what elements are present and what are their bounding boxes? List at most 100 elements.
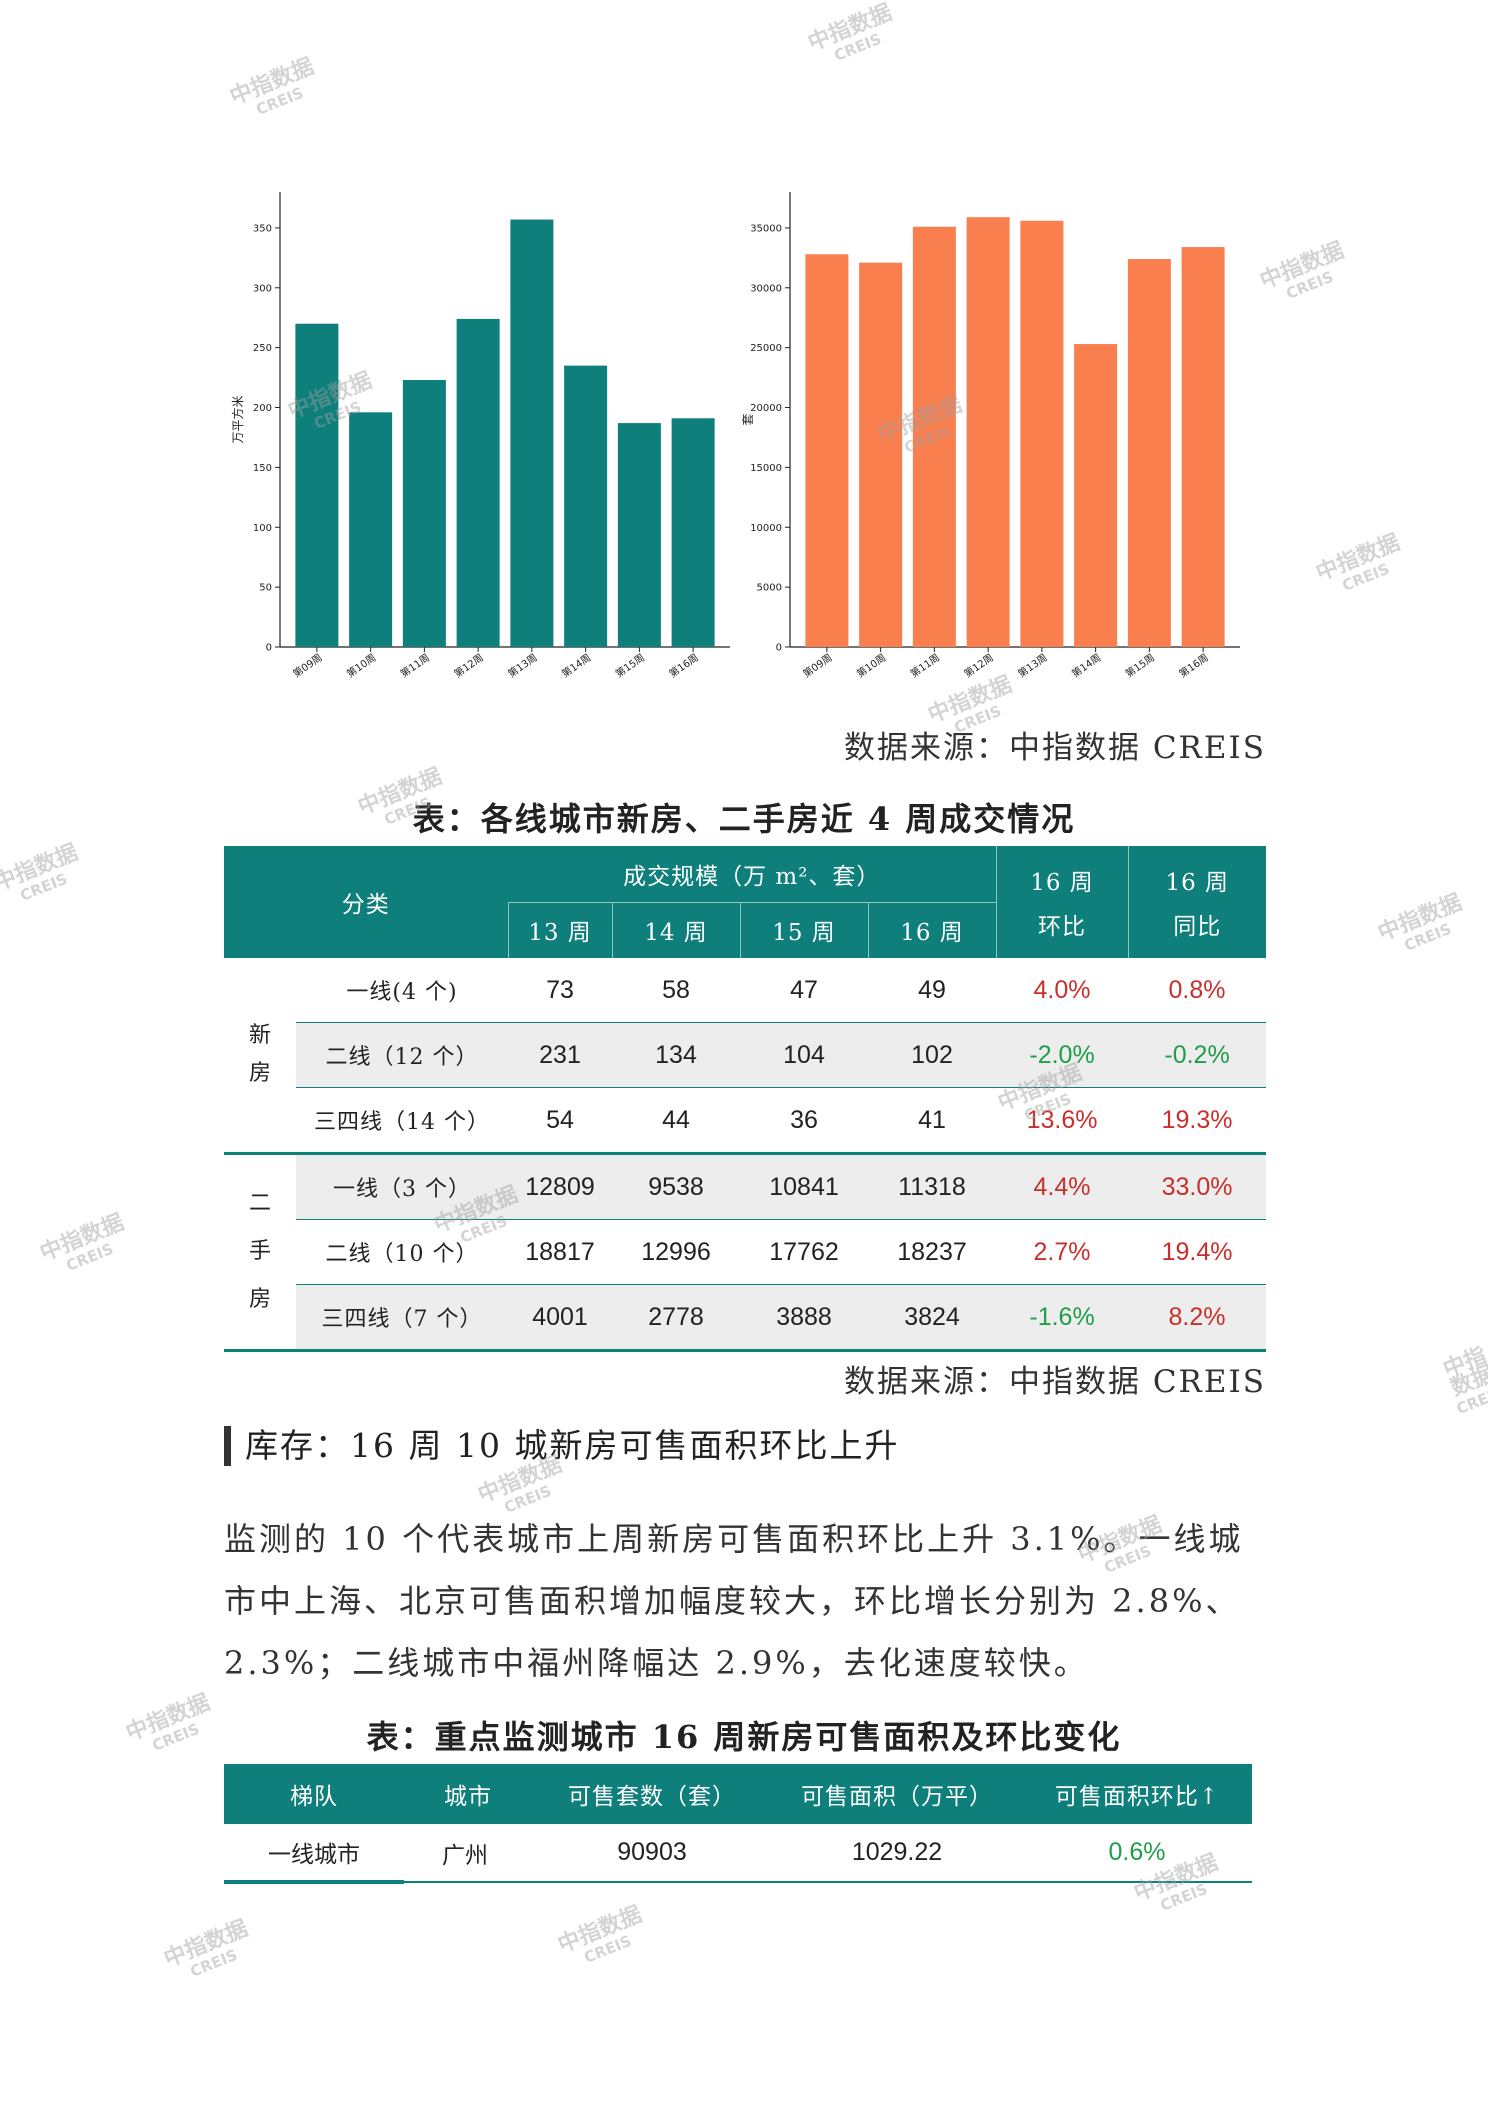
x-tick-label: 第13周 [1015, 651, 1049, 680]
group-label-new: 新 房 [224, 958, 296, 1155]
bar [1127, 259, 1171, 647]
header-tb-line1: 16 周 [1165, 870, 1230, 896]
x-tick-label: 第13周 [505, 651, 539, 680]
x-tick-label: 第14周 [1069, 651, 1103, 680]
header-hb-line2: 环比 [1038, 914, 1087, 940]
x-tick-label: 第16周 [1177, 651, 1211, 680]
t2-header-city: 城市 [404, 1764, 532, 1824]
bar [564, 365, 608, 647]
cell-hb: 4.0% [996, 958, 1129, 1023]
cell-tb: 19.3% [1128, 1087, 1267, 1155]
y-tick-label: 25000 [750, 343, 782, 354]
x-tick-label: 第11周 [908, 651, 942, 680]
cell-w14: 2778 [612, 1284, 740, 1352]
cell-w15: 3888 [740, 1284, 868, 1352]
cell-w13: 73 [508, 958, 612, 1023]
x-tick-label: 第11周 [398, 651, 432, 680]
y-tick-label: 15000 [750, 463, 782, 474]
y-axis-label: 万平方米 [230, 395, 245, 443]
y-tick-label: 300 [253, 283, 272, 294]
table-row: 三四线（7 个） 4001 2778 3888 3824 -1.6% 8.2% [224, 1284, 1267, 1352]
table1-caption: 表：各线城市新房、二手房近 4 周成交情况 [412, 800, 1076, 838]
watermark: 中指数据 CREIS [554, 1902, 646, 1967]
x-tick-label: 第15周 [613, 651, 647, 680]
watermark: 中指数据 CREIS [1256, 238, 1348, 303]
y-tick-label: 50 [259, 583, 272, 594]
x-tick-label: 第10周 [344, 651, 378, 680]
cell-w14: 12996 [612, 1219, 740, 1285]
header-hb: 16 周 环比 [995, 846, 1129, 958]
table-row: 新 房 一线(4 个) 73 58 47 49 4.0% 0.8% [224, 958, 1267, 1155]
row-category: 一线（3 个） [296, 1153, 508, 1220]
x-tick-label: 第12周 [452, 651, 486, 680]
cell-tb: 8.2% [1128, 1284, 1267, 1352]
cell-hb: 0.6% [1022, 1824, 1252, 1883]
t2-header-units: 可售套数（套） [532, 1764, 772, 1824]
header-scale: 成交规模（万 m²、套） [508, 846, 997, 903]
table2-caption: 表：重点监测城市 16 周新房可售面积及环比变化 [366, 1718, 1122, 1756]
y-tick-label: 35000 [750, 223, 782, 234]
table1: 分类 成交规模（万 m²、套） 16 周 环比 16 周 同比 13 周 14 … [224, 846, 1267, 1352]
bar [1181, 247, 1225, 647]
bar [349, 412, 393, 647]
y-tick-label: 30000 [750, 283, 782, 294]
row-category: 二线（12 个） [296, 1022, 508, 1088]
header-week-15: 15 周 [739, 902, 868, 958]
y-tick-label: 5000 [757, 583, 782, 594]
t2-header-tier: 梯队 [224, 1764, 404, 1824]
group-label-second-hand: 二 手 房 [224, 1153, 296, 1352]
cell-tb: 0.8% [1128, 958, 1267, 1023]
cell-w13: 231 [508, 1022, 612, 1088]
x-tick-label: 第14周 [559, 651, 593, 680]
table2: 梯队 城市 可售套数（套） 可售面积（万平） 可售面积环比↑ 一线城市 广州 9… [224, 1764, 1252, 1884]
watermark: 中指数据 CREIS [1374, 890, 1466, 955]
bar [859, 262, 903, 647]
cell-tb: -0.2% [1128, 1022, 1267, 1088]
y-axis-label: 套 [741, 413, 755, 425]
bar [671, 418, 715, 647]
bar [1074, 344, 1118, 647]
cell-w15: 104 [740, 1022, 868, 1088]
table-row: 一线城市 广州 90903 1029.22 0.6% [224, 1824, 1252, 1884]
row-category: 一线(4 个) [296, 958, 508, 1023]
table-row: 二 手 房 一线（3 个） 12809 9538 10841 11318 4.4… [224, 1153, 1267, 1352]
bar [295, 323, 339, 647]
watermark: 中指数据 CREIS [1439, 1343, 1488, 1419]
cell-hb: -2.0% [996, 1022, 1129, 1088]
header-tb: 16 周 同比 [1127, 846, 1267, 958]
header-category: 分类 [224, 846, 508, 958]
cell-hb: 4.4% [996, 1153, 1129, 1220]
bar [912, 226, 956, 647]
x-tick-label: 第15周 [1123, 651, 1157, 680]
cell-area: 1029.22 [772, 1824, 1022, 1883]
bar [805, 254, 849, 647]
y-tick-label: 100 [253, 523, 272, 534]
row-category: 三四线（14 个） [296, 1087, 508, 1155]
cell-w13: 12809 [508, 1153, 612, 1220]
bar [1020, 220, 1064, 647]
cell-tb: 19.4% [1128, 1219, 1267, 1285]
cell-w16: 41 [868, 1087, 997, 1155]
table-row: 三四线（14 个） 54 44 36 41 13.6% 19.3% [224, 1087, 1267, 1155]
cell-w16: 11318 [868, 1153, 997, 1220]
y-tick-label: 0 [776, 643, 782, 654]
cell-w15: 17762 [740, 1219, 868, 1285]
y-tick-label: 250 [253, 343, 272, 354]
chart-left: 0 50 100 150 200 250 300 350 万平方米 第09周 第10周 第11周 第12… [230, 190, 750, 720]
y-tick-label: 10000 [750, 523, 782, 534]
cell-tb: 33.0% [1128, 1153, 1267, 1220]
cell-w14: 44 [612, 1087, 740, 1155]
header-week-16: 16 周 [867, 902, 997, 958]
y-tick-label: 150 [253, 463, 272, 474]
table-row: 二线（10 个） 18817 12996 17762 18237 2.7% 19… [224, 1219, 1267, 1285]
cell-tier: 一线城市 [224, 1824, 404, 1884]
bar [617, 423, 661, 647]
cell-w14: 58 [612, 958, 740, 1023]
bar [510, 219, 554, 647]
watermark: 中指数据 CREIS [160, 1916, 252, 1981]
y-tick-label: 0 [266, 643, 272, 654]
cell-w14: 134 [612, 1022, 740, 1088]
header-tb-line2: 同比 [1173, 914, 1222, 940]
cell-w14: 9538 [612, 1153, 740, 1220]
